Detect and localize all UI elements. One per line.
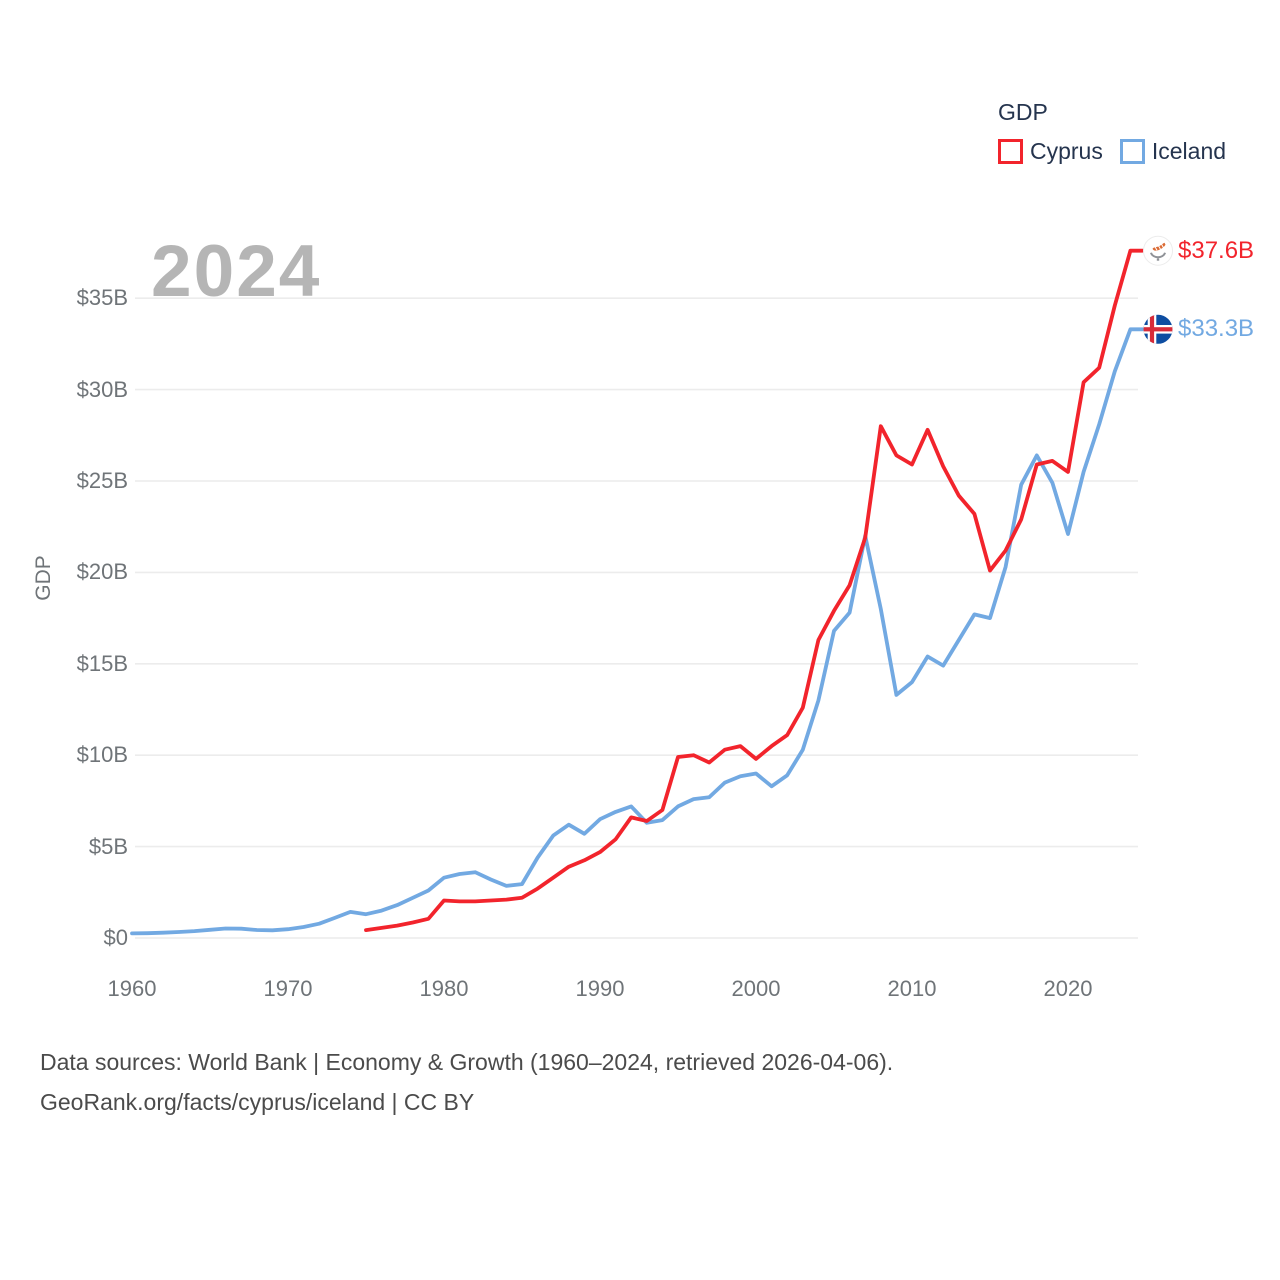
footer-sources-line: Data sources: World Bank | Economy & Gro… bbox=[40, 1049, 894, 1075]
data-source-footer: Data sources: World Bank | Economy & Gro… bbox=[40, 1042, 893, 1122]
legend-title: GDP bbox=[998, 99, 1048, 125]
y-tick-label: $10B bbox=[76, 742, 128, 768]
y-tick-label: $0 bbox=[103, 925, 128, 950]
chart-legend: GDP Cyprus Iceland bbox=[998, 99, 1226, 164]
iceland-flag-icon bbox=[1143, 314, 1173, 344]
legend-items: Cyprus Iceland bbox=[998, 139, 1226, 164]
x-tick-label: 1990 bbox=[575, 976, 625, 1001]
legend-label-iceland: Iceland bbox=[1151, 138, 1227, 164]
y-tick-label: $35B bbox=[76, 285, 128, 311]
iceland-end-value-label: $33.3B bbox=[1178, 315, 1255, 343]
iceland-series-swatch-icon bbox=[1119, 139, 1145, 164]
x-tick-label: 2020 bbox=[1043, 976, 1093, 1001]
x-tick-label: 1970 bbox=[263, 976, 313, 1001]
y-tick-label: $25B bbox=[76, 468, 128, 493]
footer-attribution-line: GeoRank.org/facts/cyprus/iceland | CC BY bbox=[40, 1089, 475, 1115]
x-tick-label: 2010 bbox=[887, 976, 937, 1001]
y-tick-label: $15B bbox=[76, 650, 128, 676]
cyprus-flag-icon bbox=[1143, 235, 1173, 266]
iceland-line bbox=[130, 327, 1145, 936]
legend-item-cyprus[interactable]: Cyprus bbox=[998, 139, 1103, 164]
y-tick-label: $5B bbox=[88, 833, 128, 859]
legend-label-cyprus: Cyprus bbox=[1030, 138, 1103, 164]
y-tick-label: $20B bbox=[76, 559, 128, 585]
cyprus-line bbox=[364, 248, 1145, 932]
x-tick-label: 1960 bbox=[107, 976, 157, 1001]
cyprus-series-swatch-icon bbox=[998, 139, 1023, 164]
x-tick-label: 1980 bbox=[419, 976, 469, 1001]
x-tick-label: 2000 bbox=[731, 976, 781, 1001]
y-tick-label: $30B bbox=[76, 376, 128, 402]
cyprus-end-value-label: $37.6B bbox=[1178, 236, 1255, 264]
legend-item-iceland[interactable]: Iceland bbox=[1119, 138, 1227, 164]
year-watermark: 2024 bbox=[151, 231, 322, 312]
